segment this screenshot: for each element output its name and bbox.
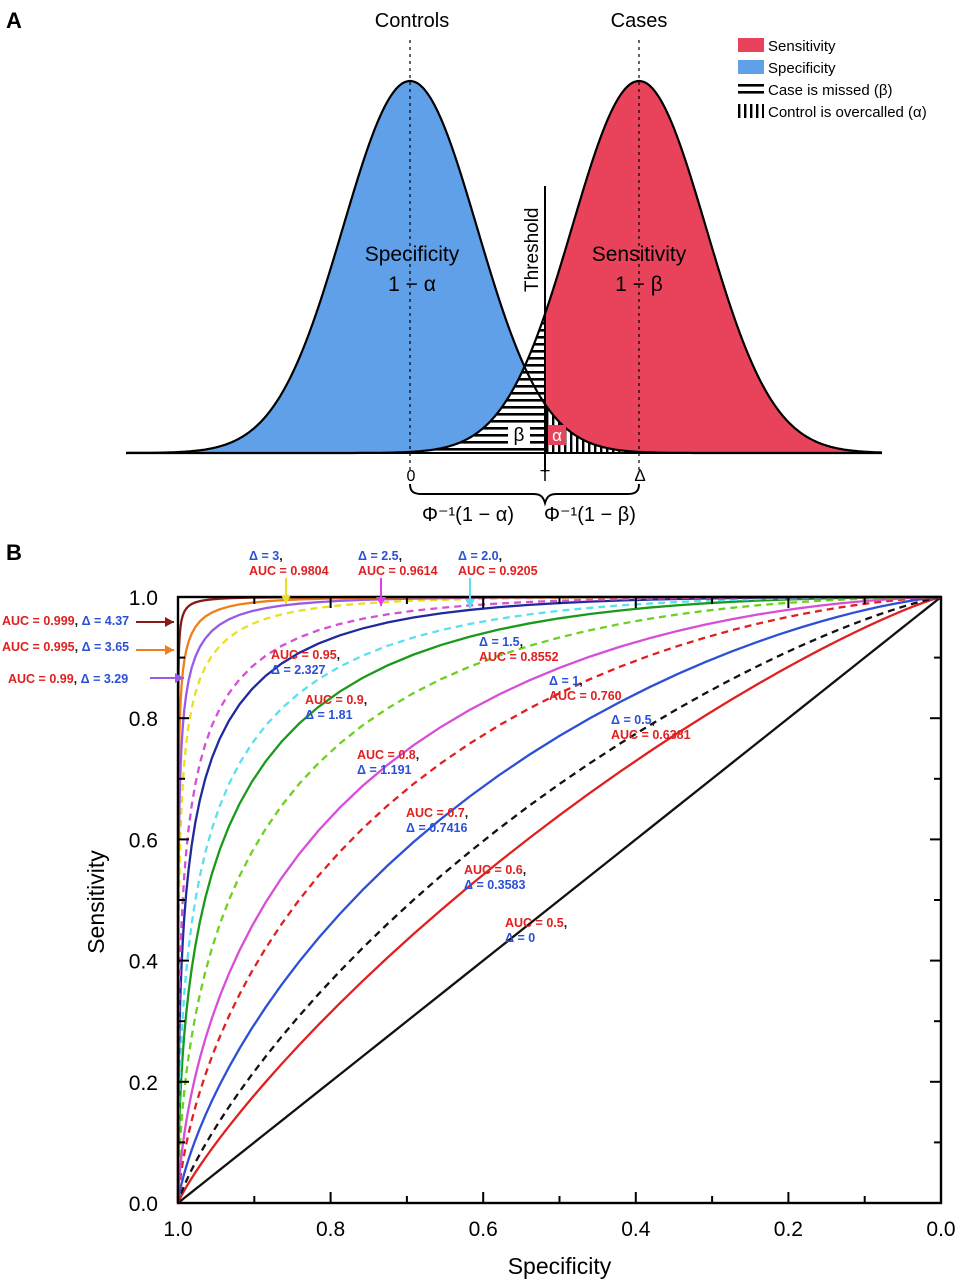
curve-annotation: AUC = 0.99, Δ = 3.29	[8, 672, 128, 686]
legend-label-case-missed: Case is missed (β)	[768, 82, 892, 99]
curve-annotation: AUC = 0.8, Δ = 1.191	[357, 748, 419, 777]
beta-label-background	[508, 423, 530, 445]
x-tick-label: 1.0	[163, 1218, 192, 1241]
annotation-arrowhead	[165, 645, 174, 655]
legend-label-sensitivity: Sensitivity	[768, 38, 836, 55]
x-axis-title: Specificity	[508, 1253, 612, 1279]
annotation-arrowhead	[465, 599, 475, 608]
y-tick-label: 0.0	[129, 1193, 158, 1216]
cases-label: Cases	[611, 10, 668, 32]
sensitivity-formula: 1 − β	[615, 273, 663, 296]
alpha-label-background	[548, 425, 566, 445]
formula-brace	[409, 483, 640, 507]
panel-a: A Controls Cases Threshold Specificity 1…	[6, 8, 927, 526]
legend-label-specificity: Specificity	[768, 60, 836, 77]
y-tick-label: 0.6	[129, 829, 158, 852]
overcalled-controls-region	[545, 404, 680, 453]
x-tick-label: 0.6	[469, 1218, 498, 1241]
annotation-arrowhead	[175, 673, 184, 683]
annotation-arrowhead	[281, 595, 291, 604]
legend-swatch-case-missed	[738, 82, 764, 96]
panel-b: B 1.0 0.8 0.6 0.4 0.2 0.0 0.0 0.2 0.4 0.6 0.8 1.0 S…	[2, 540, 956, 1279]
legend-swatch-specificity	[738, 60, 764, 74]
x-tick-label: 0.8	[316, 1218, 345, 1241]
formula-right: Φ⁻¹(1 − β)	[544, 504, 636, 526]
curve-annotation: AUC = 0.95, Δ = 2.327	[271, 648, 340, 677]
tick-zero: 0	[407, 468, 416, 485]
curve-annotation: AUC = 0.999, Δ = 4.37	[2, 614, 129, 628]
y-tick-label: 1.0	[129, 587, 158, 610]
curve-annotation: Δ = 1, AUC = 0.760	[549, 674, 622, 703]
beta-symbol: β	[514, 425, 525, 446]
specificity-formula: 1 − α	[388, 273, 436, 296]
curve-annotation: AUC = 0.9, Δ = 1.81	[305, 693, 367, 722]
controls-label: Controls	[375, 10, 449, 32]
curve-annotation: Δ = 2.5, AUC = 0.9614	[358, 549, 438, 578]
y-axis-title: Sensitivity	[83, 850, 109, 954]
curve-annotation: AUC = 0.995, Δ = 3.65	[2, 640, 129, 654]
panel-a-letter: A	[6, 8, 22, 33]
legend-swatch-control-overcalled	[738, 104, 764, 118]
specificity-area-label: Specificity	[365, 243, 460, 266]
curve-annotation: Δ = 1.5, AUC = 0.8552	[479, 635, 559, 664]
axis-ticks	[177, 596, 942, 1204]
curve-annotation: AUC = 0.7, Δ = 0.7416	[406, 806, 468, 835]
curve-annotation: AUC = 0.5, Δ = 0	[505, 916, 567, 945]
curve-annotation: Δ = 3, AUC = 0.9804	[249, 549, 329, 578]
axis-tick-labels: 1.0 0.8 0.6 0.4 0.2 0.0 0.0 0.2 0.4 0.6 0.8 1.0	[129, 587, 956, 1241]
curve-annotation: AUC = 0.6, Δ = 0.3583	[464, 863, 526, 892]
x-tick-label: 0.2	[774, 1218, 803, 1241]
legend-swatch-sensitivity	[738, 38, 764, 52]
tick-threshold: T	[540, 468, 550, 485]
x-tick-label: 0.0	[926, 1218, 955, 1241]
y-tick-label: 0.2	[129, 1072, 158, 1095]
legend-label-control-overcalled: Control is overcalled (α)	[768, 104, 927, 121]
formula-left: Φ⁻¹(1 − α)	[422, 504, 514, 526]
sensitivity-area-label: Sensitivity	[592, 243, 687, 266]
curve-annotations: AUC = 0.5, Δ = 0 AUC = 0.6, Δ = 0.3583 Δ = 0…	[2, 549, 691, 945]
y-tick-label: 0.4	[129, 951, 159, 974]
missed-cases-region	[400, 314, 545, 453]
panel-b-letter: B	[6, 540, 22, 565]
legend: Sensitivity Specificity Case is missed (…	[738, 38, 927, 121]
curve-annotation: Δ = 2.0, AUC = 0.9205	[458, 549, 538, 578]
annotation-arrowhead	[165, 617, 174, 627]
curve-annotation: Δ = 0.5, AUC = 0.6381	[611, 713, 691, 742]
x-tick-label: 0.4	[621, 1218, 651, 1241]
annotation-arrowhead	[376, 597, 386, 606]
threshold-label: Threshold	[522, 208, 543, 293]
alpha-symbol: α	[552, 426, 562, 445]
tick-delta: Δ	[634, 466, 645, 485]
y-tick-label: 0.8	[129, 708, 158, 731]
controls-distribution-fill	[126, 81, 545, 453]
cases-distribution-fill	[545, 81, 882, 453]
